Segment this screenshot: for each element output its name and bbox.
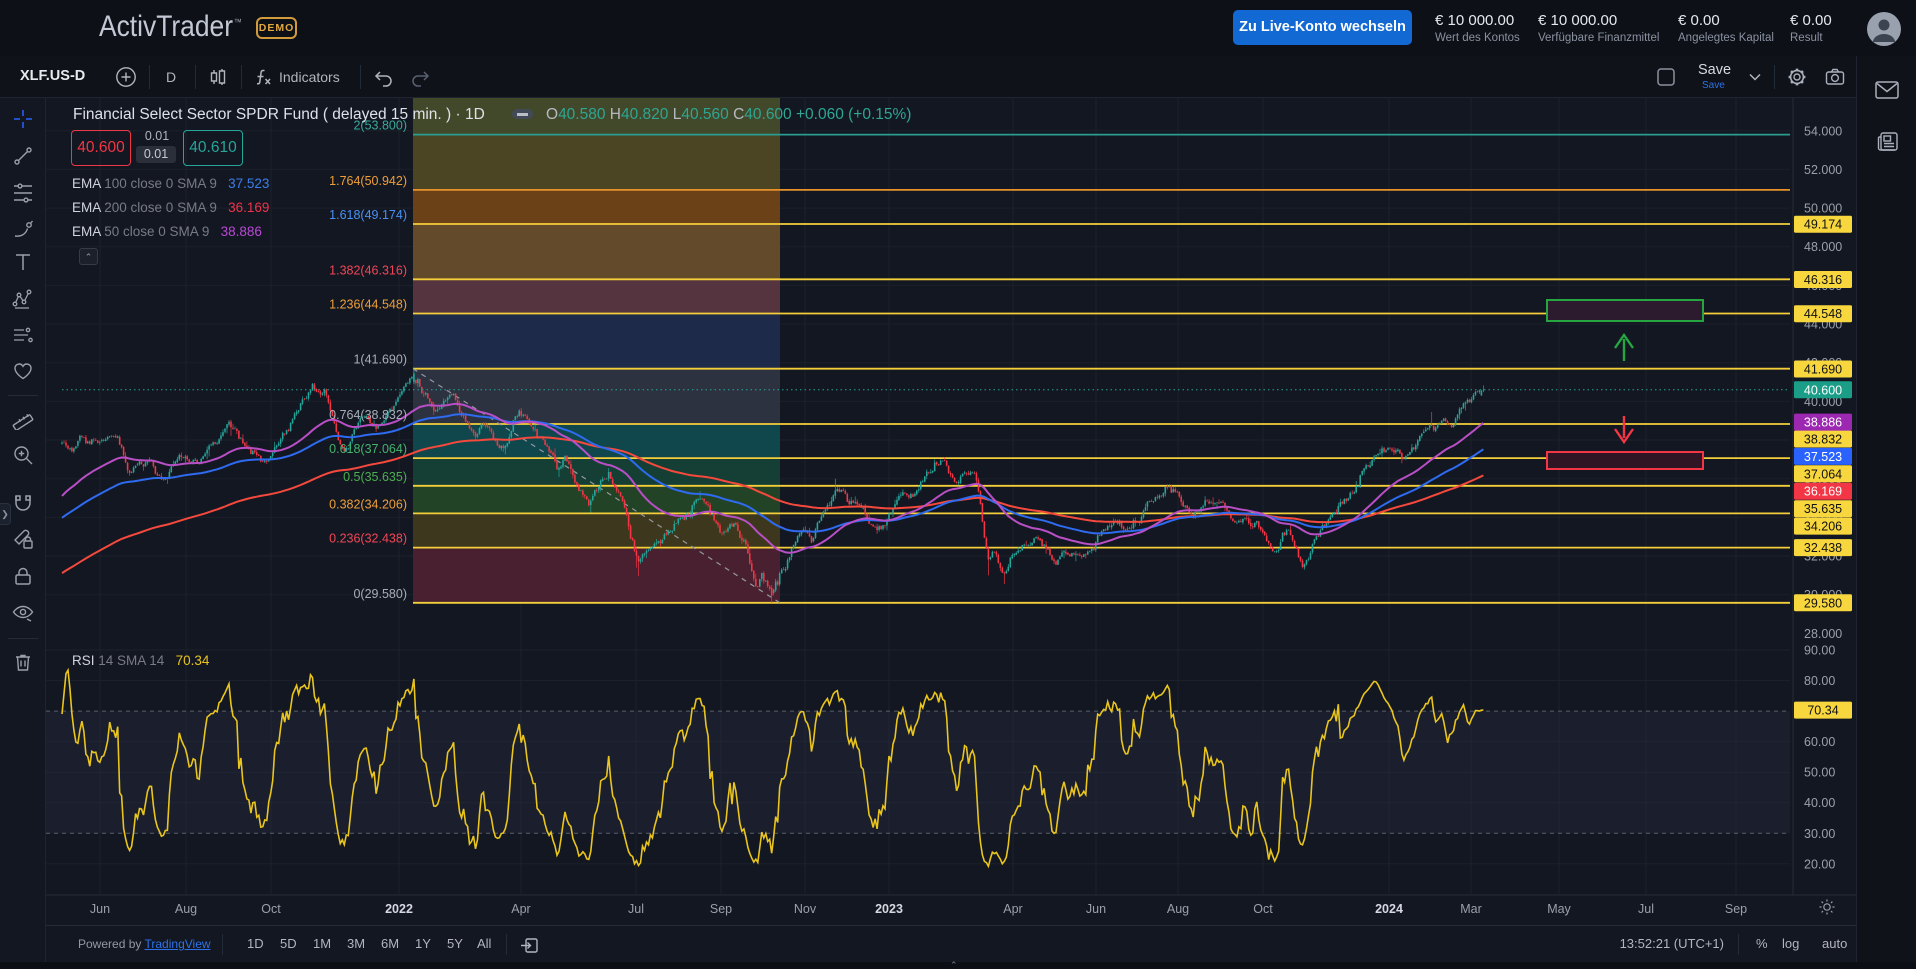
svg-text:May: May [1547, 902, 1571, 916]
svg-text:Jul: Jul [628, 902, 644, 916]
svg-text:1.764(50.942): 1.764(50.942) [329, 174, 407, 188]
svg-text:Jul: Jul [1638, 902, 1654, 916]
svg-text:Jun: Jun [1086, 902, 1106, 916]
svg-text:48.000: 48.000 [1804, 240, 1842, 254]
svg-text:1.382(46.316): 1.382(46.316) [329, 263, 407, 277]
svg-text:Apr: Apr [1003, 902, 1022, 916]
svg-text:28.000: 28.000 [1804, 627, 1842, 641]
svg-text:Sep: Sep [1725, 902, 1747, 916]
svg-text:41.690: 41.690 [1804, 363, 1842, 377]
svg-text:60.00: 60.00 [1804, 735, 1835, 749]
svg-text:2022: 2022 [385, 902, 413, 916]
svg-text:1.236(44.548): 1.236(44.548) [329, 298, 407, 312]
svg-text:32.438: 32.438 [1804, 541, 1842, 555]
svg-text:2023: 2023 [875, 902, 903, 916]
svg-text:29.580: 29.580 [1804, 596, 1842, 610]
svg-text:44.548: 44.548 [1804, 307, 1842, 321]
svg-text:38.832: 38.832 [1804, 433, 1842, 447]
svg-text:36.169: 36.169 [1804, 485, 1842, 499]
svg-text:Oct: Oct [1253, 902, 1273, 916]
svg-text:37.064: 37.064 [1804, 467, 1842, 481]
svg-text:Aug: Aug [175, 902, 197, 916]
svg-text:38.886: 38.886 [1804, 416, 1842, 430]
svg-text:0.764(38.832): 0.764(38.832) [329, 408, 407, 422]
svg-text:0(29.580): 0(29.580) [353, 587, 407, 601]
svg-text:Apr: Apr [511, 902, 530, 916]
svg-text:40.000: 40.000 [1804, 395, 1842, 409]
svg-text:34.206: 34.206 [1804, 520, 1842, 534]
svg-text:0.236(32.438): 0.236(32.438) [329, 532, 407, 546]
svg-text:70.34: 70.34 [1807, 704, 1838, 718]
svg-text:Oct: Oct [261, 902, 281, 916]
svg-text:1.618(49.174): 1.618(49.174) [329, 208, 407, 222]
svg-text:49.174: 49.174 [1804, 218, 1842, 232]
svg-text:Aug: Aug [1167, 902, 1189, 916]
svg-text:Jun: Jun [90, 902, 110, 916]
svg-text:1(41.690): 1(41.690) [353, 353, 407, 367]
svg-text:54.000: 54.000 [1804, 124, 1842, 138]
svg-text:35.635: 35.635 [1804, 502, 1842, 516]
svg-text:90.00: 90.00 [1804, 644, 1835, 658]
svg-text:0.382(34.206): 0.382(34.206) [329, 497, 407, 511]
svg-text:20.00: 20.00 [1804, 857, 1835, 871]
svg-text:50.000: 50.000 [1804, 202, 1842, 216]
svg-text:0.618(37.064): 0.618(37.064) [329, 442, 407, 456]
svg-text:Sep: Sep [710, 902, 732, 916]
svg-text:2024: 2024 [1375, 902, 1403, 916]
svg-text:30.00: 30.00 [1804, 827, 1835, 841]
svg-text:2(53.800): 2(53.800) [353, 119, 407, 133]
svg-text:0.5(35.635): 0.5(35.635) [343, 470, 407, 484]
svg-text:37.523: 37.523 [1804, 450, 1842, 464]
svg-text:Nov: Nov [794, 902, 817, 916]
svg-text:80.00: 80.00 [1804, 674, 1835, 688]
svg-text:52.000: 52.000 [1804, 163, 1842, 177]
svg-text:Mar: Mar [1460, 902, 1482, 916]
svg-text:40.00: 40.00 [1804, 796, 1835, 810]
svg-text:40.600: 40.600 [1804, 383, 1842, 397]
svg-text:46.316: 46.316 [1804, 273, 1842, 287]
svg-text:50.00: 50.00 [1804, 766, 1835, 780]
